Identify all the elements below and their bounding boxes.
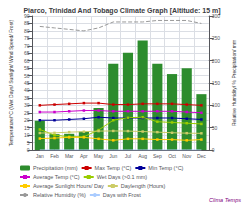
svg-text:85: 85 <box>24 20 30 26</box>
svg-text:Average Temp (°C): Average Temp (°C) <box>33 174 80 180</box>
svg-text:Nov: Nov <box>182 153 191 159</box>
svg-text:70: 70 <box>24 43 30 49</box>
svg-text:15: 15 <box>24 125 30 131</box>
svg-text:Relative Humidity (%): Relative Humidity (%) <box>33 192 86 198</box>
svg-text:Piarco, Trinidad And Tobago Cl: Piarco, Trinidad And Tobago Climate Grap… <box>23 7 220 15</box>
svg-text:Max Temp (°C): Max Temp (°C) <box>95 165 132 171</box>
svg-text:Dec: Dec <box>197 153 206 159</box>
svg-text:50: 50 <box>24 73 30 79</box>
svg-text:Oct: Oct <box>168 153 176 159</box>
svg-text:Precipitation (mm): Precipitation (mm) <box>33 165 78 171</box>
svg-text:0: 0 <box>212 147 215 153</box>
svg-text:20: 20 <box>24 117 30 123</box>
svg-text:65: 65 <box>24 50 30 56</box>
svg-text:Average Sunlight Hours/ Day: Average Sunlight Hours/ Day <box>33 183 104 189</box>
svg-text:40: 40 <box>24 87 30 93</box>
svg-text:80: 80 <box>24 28 30 34</box>
svg-text:150: 150 <box>212 80 221 86</box>
svg-text:Feb: Feb <box>50 153 59 159</box>
svg-text:Days with Frost: Days with Frost <box>103 192 141 198</box>
svg-text:Apr: Apr <box>80 153 88 159</box>
svg-text:300: 300 <box>211 13 221 19</box>
svg-text:60: 60 <box>24 58 30 64</box>
svg-text:Min Temp (°C): Min Temp (°C) <box>148 165 183 171</box>
svg-text:0: 0 <box>27 147 30 153</box>
svg-text:50: 50 <box>212 125 218 131</box>
svg-text:Aug: Aug <box>138 153 147 159</box>
svg-text:Mar: Mar <box>65 153 74 159</box>
svg-text:45: 45 <box>24 80 30 86</box>
svg-text:75: 75 <box>24 35 30 41</box>
svg-text:90: 90 <box>23 13 30 19</box>
svg-text:Temperature/°C (Wet Days/ Sunl: Temperature/°C (Wet Days/ Sunlight/ Wind… <box>8 19 14 146</box>
svg-text:10: 10 <box>24 132 30 138</box>
svg-text:Clima Temps: Clima Temps <box>209 197 241 203</box>
svg-text:25: 25 <box>24 110 30 116</box>
svg-text:200: 200 <box>212 58 221 64</box>
svg-text:Jul: Jul <box>125 153 131 159</box>
svg-text:Jan: Jan <box>36 153 44 159</box>
svg-text:Wet Days (>0.1 mm): Wet Days (>0.1 mm) <box>97 174 148 180</box>
svg-text:May: May <box>94 153 104 159</box>
svg-text:Daylength (Hours): Daylength (Hours) <box>121 183 166 189</box>
svg-text:55: 55 <box>24 65 30 71</box>
svg-text:5: 5 <box>27 140 30 146</box>
svg-text:Relative Humidity/ % Precipita: Relative Humidity/ % Precipitation/ mm <box>231 40 237 126</box>
svg-text:Sep: Sep <box>153 153 162 159</box>
svg-text:Jun: Jun <box>109 153 117 159</box>
svg-text:250: 250 <box>212 35 221 41</box>
svg-text:100: 100 <box>212 102 221 108</box>
svg-text:30: 30 <box>24 102 30 108</box>
svg-text:35: 35 <box>24 95 30 101</box>
